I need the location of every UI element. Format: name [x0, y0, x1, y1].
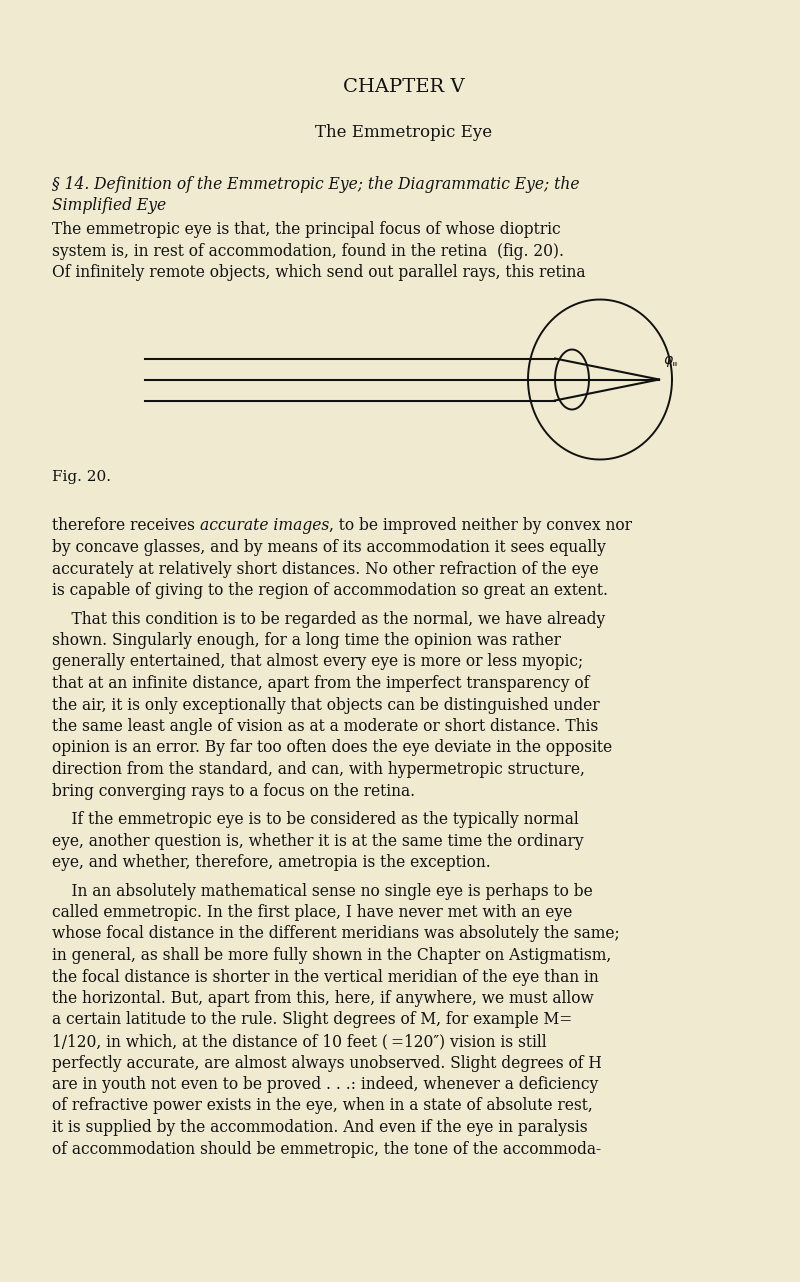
Text: of accommodation should be emmetropic, the tone of the accommoda-: of accommodation should be emmetropic, t…: [52, 1141, 601, 1158]
Text: in general, as shall be more fully shown in the Chapter on Astigmatism,: in general, as shall be more fully shown…: [52, 947, 611, 964]
Text: it is supplied by the accommodation. And even if the eye in paralysis: it is supplied by the accommodation. And…: [52, 1119, 588, 1136]
Text: system is, in rest of accommodation, found in the retina  (fig. 20).: system is, in rest of accommodation, fou…: [52, 242, 564, 259]
Text: a certain latitude to the rule. Slight degrees of M, for example M=: a certain latitude to the rule. Slight d…: [52, 1011, 572, 1028]
Text: the horizontal. But, apart from this, here, if anywhere, we must allow: the horizontal. But, apart from this, he…: [52, 990, 594, 1006]
Text: accurately at relatively short distances. No other refraction of the eye: accurately at relatively short distances…: [52, 560, 598, 577]
Text: the same least angle of vision as at a moderate or short distance. This: the same least angle of vision as at a m…: [52, 718, 598, 735]
Text: The Emmetropic Eye: The Emmetropic Eye: [315, 124, 492, 141]
Text: Fig. 20.: Fig. 20.: [52, 469, 111, 483]
Text: direction from the standard, and can, with hypermetropic structure,: direction from the standard, and can, wi…: [52, 762, 585, 778]
Text: , to be improved neither by convex nor: , to be improved neither by convex nor: [329, 518, 632, 535]
Text: bring converging rays to a focus on the retina.: bring converging rays to a focus on the …: [52, 782, 415, 800]
Text: therefore receives: therefore receives: [52, 518, 200, 535]
Text: § 14. Definition of the Emmetropic Eye; the Diagrammatic Eye; the: § 14. Definition of the Emmetropic Eye; …: [52, 176, 579, 194]
Text: generally entertained, that almost every eye is more or less myopic;: generally entertained, that almost every…: [52, 654, 583, 670]
Text: that at an infinite distance, apart from the imperfect transparency of: that at an infinite distance, apart from…: [52, 676, 590, 692]
Text: In an absolutely mathematical sense no single eye is perhaps to be: In an absolutely mathematical sense no s…: [52, 882, 593, 900]
Text: the focal distance is shorter in the vertical meridian of the eye than in: the focal distance is shorter in the ver…: [52, 968, 598, 986]
Text: If the emmetropic eye is to be considered as the typically normal: If the emmetropic eye is to be considere…: [52, 812, 578, 828]
Text: $\varphi$: $\varphi$: [663, 354, 674, 369]
Text: shown. Singularly enough, for a long time the opinion was rather: shown. Singularly enough, for a long tim…: [52, 632, 561, 649]
Text: The emmetropic eye is that, the principal focus of whose dioptric: The emmetropic eye is that, the principa…: [52, 221, 561, 238]
Text: accurate images: accurate images: [200, 518, 329, 535]
Text: are in youth not even to be proved . . .: indeed, whenever a deficiency: are in youth not even to be proved . . .…: [52, 1076, 598, 1094]
Text: CHAPTER V: CHAPTER V: [342, 78, 464, 96]
Text: That this condition is to be regarded as the normal, we have already: That this condition is to be regarded as…: [52, 610, 606, 627]
Text: Simplified Eye: Simplified Eye: [52, 197, 166, 214]
Text: the air, it is only exceptionally that objects can be distinguished under: the air, it is only exceptionally that o…: [52, 696, 600, 714]
Text: eye, and whether, therefore, ametropia is the exception.: eye, and whether, therefore, ametropia i…: [52, 854, 490, 870]
Text: of refractive power exists in the eye, when in a state of absolute rest,: of refractive power exists in the eye, w…: [52, 1097, 593, 1114]
Text: 1/120, in which, at the distance of 10 feet ( =120″) vision is still: 1/120, in which, at the distance of 10 f…: [52, 1033, 546, 1050]
Text: Of infinitely remote objects, which send out parallel rays, this retina: Of infinitely remote objects, which send…: [52, 264, 586, 281]
Text: called emmetropic. In the first place, I have never met with an eye: called emmetropic. In the first place, I…: [52, 904, 572, 920]
Text: eye, another question is, whether it is at the same time the ordinary: eye, another question is, whether it is …: [52, 832, 584, 850]
Text: opinion is an error. By far too often does the eye deviate in the opposite: opinion is an error. By far too often do…: [52, 740, 612, 756]
Text: ": ": [672, 362, 678, 376]
Text: is capable of giving to the region of accommodation so great an extent.: is capable of giving to the region of ac…: [52, 582, 608, 599]
Text: perfectly accurate, are almost always unobserved. Slight degrees of H: perfectly accurate, are almost always un…: [52, 1055, 602, 1072]
Text: by concave glasses, and by means of its accommodation it sees equally: by concave glasses, and by means of its …: [52, 538, 606, 556]
Text: whose focal distance in the different meridians was absolutely the same;: whose focal distance in the different me…: [52, 926, 620, 942]
